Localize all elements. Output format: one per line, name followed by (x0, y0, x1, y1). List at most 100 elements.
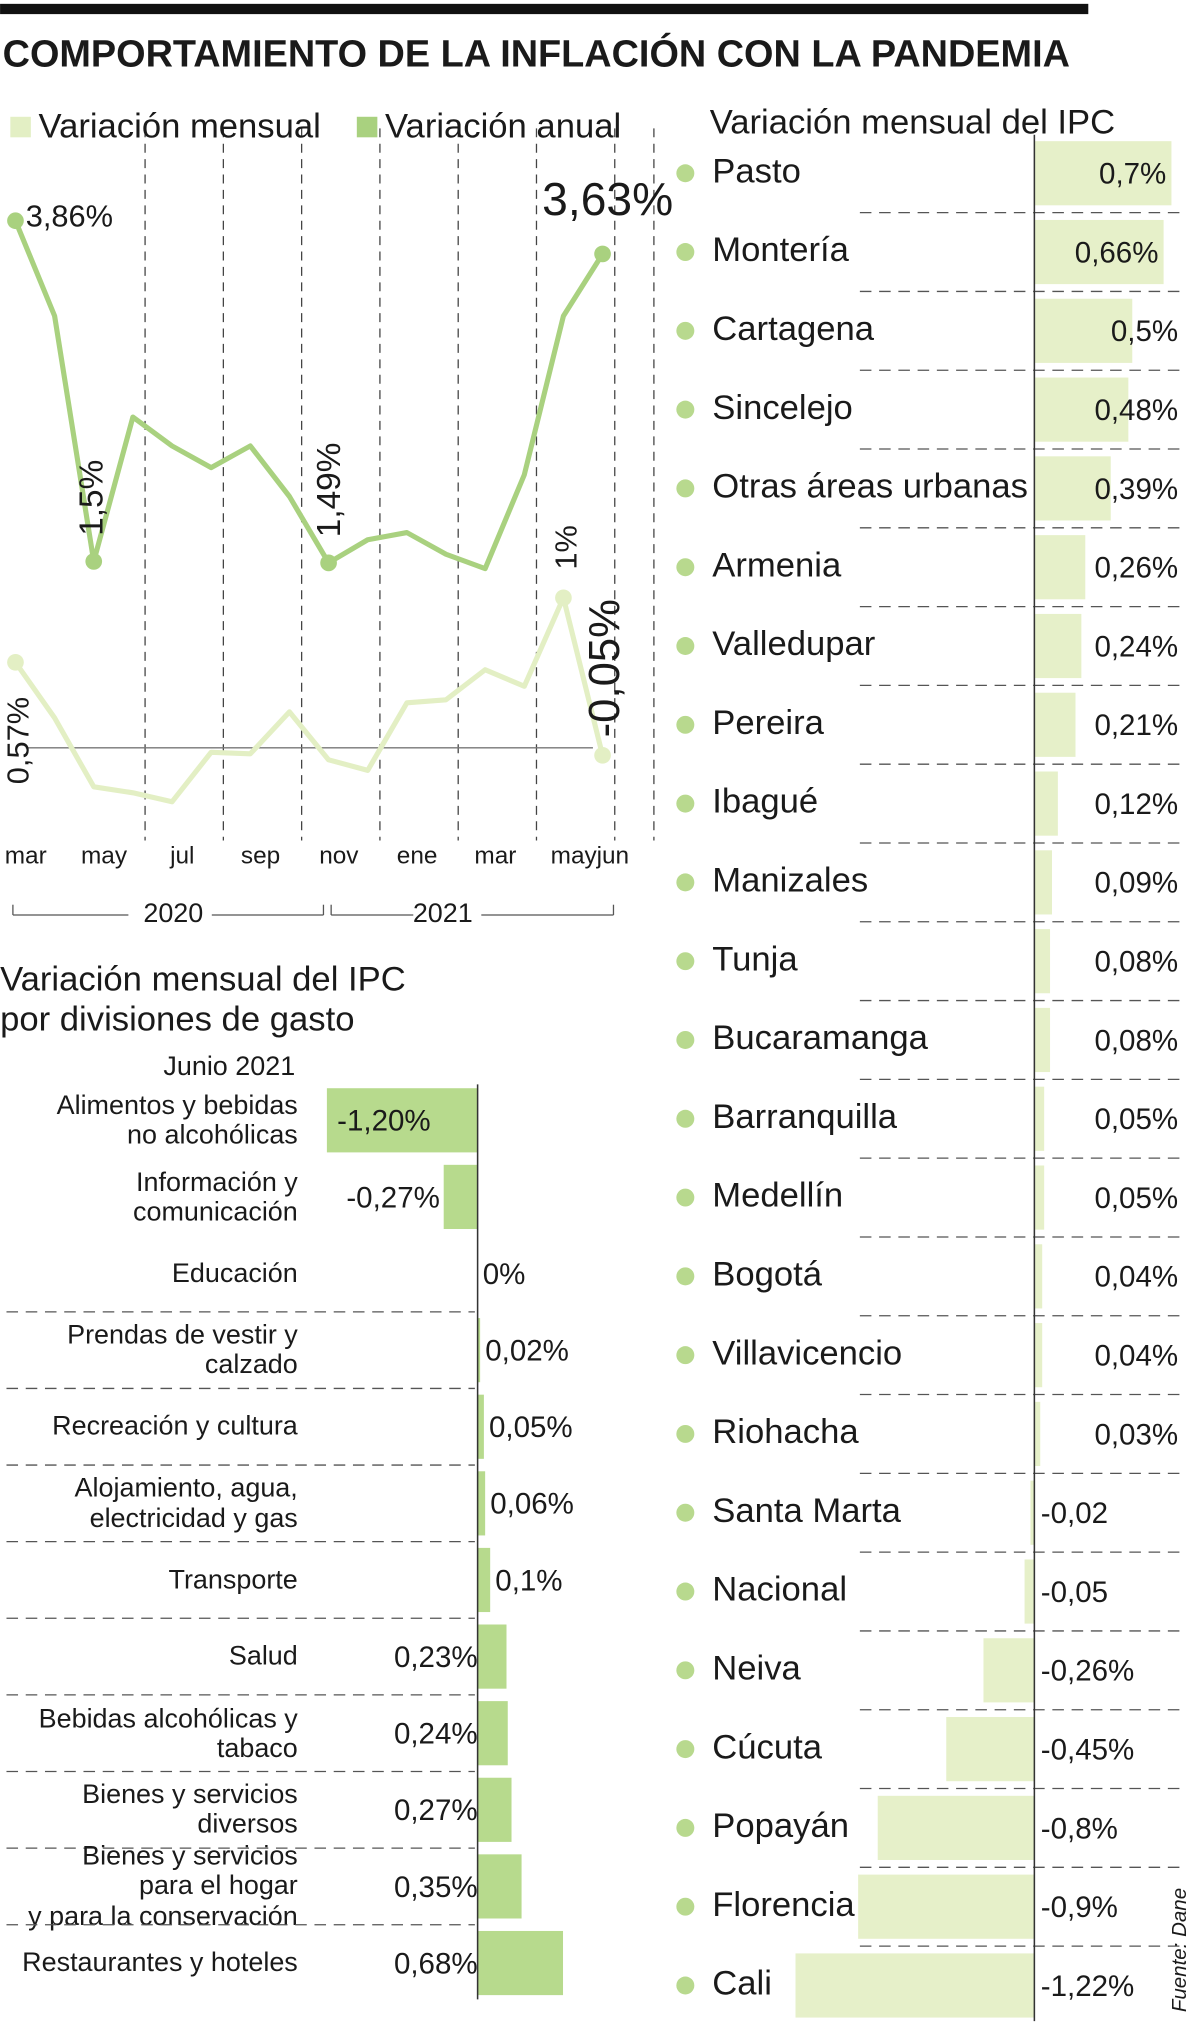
category-label: Santa Marta (712, 1492, 901, 1530)
data-label: -0,05 (1041, 1576, 1108, 1609)
bar (1034, 298, 1133, 363)
data-label: -1,22% (1041, 1970, 1134, 2003)
bar (477, 1624, 507, 1689)
data-label: 1% (549, 525, 584, 570)
bar (1034, 219, 1164, 285)
point-marker (320, 554, 337, 572)
category-label: Popayán (712, 1807, 849, 1845)
divisions-subtitle: Junio 2021 (163, 1051, 295, 1081)
series-line (13, 595, 606, 805)
category-label: Barranquilla (712, 1098, 898, 1136)
row-bullet (676, 1503, 695, 1522)
point-marker (85, 553, 103, 570)
category-label-box: Transporte (168, 1565, 298, 1595)
divisions-title: Variación mensual del IPC por divisiones… (0, 959, 406, 1039)
point-marker (7, 212, 24, 230)
x-tick-label: nov (319, 843, 359, 870)
data-label: 0,5% (1111, 315, 1178, 348)
bar (946, 1717, 1035, 1782)
row-bullet (676, 715, 695, 734)
data-label: 0,1% (495, 1564, 562, 1597)
category-label: Bebidas alcohólicas y tabaco (38, 1703, 298, 1763)
category-label-box: Bebidas alcohólicas y tabaco (38, 1703, 298, 1763)
x-tick-label: mar (5, 843, 47, 870)
bar (326, 1088, 478, 1153)
row-bullet (676, 1346, 695, 1365)
category-label: Transporte (168, 1565, 298, 1595)
category-label: Bienes y servicios diversos (82, 1780, 298, 1840)
category-label: Alojamiento, agua, electricidad y gas (74, 1473, 298, 1533)
year-label: 2020 (143, 898, 203, 928)
category-label: Recreación y cultura (52, 1411, 298, 1442)
data-label: 0,09% (1094, 867, 1178, 900)
category-label: Florencia (712, 1886, 855, 1924)
category-label-box: Recreación y cultura (52, 1411, 298, 1442)
category-label-box: Alimentos y bebidas no alcohólicas (56, 1090, 298, 1150)
category-label: Restaurantes y hoteles (22, 1948, 298, 1978)
data-label: -0,27% (346, 1181, 439, 1214)
category-label-box: Información y comunicación (133, 1167, 298, 1226)
category-label: Medellín (712, 1177, 843, 1215)
data-label: 0,02% (485, 1335, 569, 1368)
data-label: -1,20% (337, 1105, 430, 1138)
bar (477, 1701, 508, 1766)
bar (477, 1547, 491, 1613)
x-tick-label: ene (397, 843, 438, 870)
row-bullet (676, 164, 695, 183)
row-bullet (676, 1267, 695, 1286)
data-label: 0,68% (394, 1947, 478, 1980)
top-bar (0, 3, 1089, 15)
bar (477, 1318, 481, 1383)
bar (477, 1854, 522, 1919)
x-tick-label: jul (169, 843, 194, 870)
row-bullet (676, 243, 695, 262)
data-label: 3,63% (542, 173, 673, 225)
bar (477, 1471, 486, 1536)
category-label: Alimentos y bebidas no alcohólicas (56, 1090, 298, 1150)
category-label: Educación (171, 1258, 298, 1289)
data-label: -0,05% (581, 599, 629, 737)
data-label: 0,66% (1075, 236, 1159, 269)
category-label: Pasto (712, 152, 801, 190)
row-bullet (676, 637, 695, 655)
category-label: Salud (228, 1641, 298, 1672)
legend-label: Variación mensual (39, 107, 321, 145)
row-bullet (676, 952, 695, 971)
category-label: Montería (712, 231, 849, 269)
row-bullet (676, 794, 695, 813)
category-label: Tunja (712, 940, 798, 978)
category-label-box: Bienes y servicios diversos (82, 1780, 298, 1840)
category-label: Bogotá (712, 1256, 822, 1294)
cities-title: Variación mensual del IPC (710, 104, 1115, 142)
category-label: Cali (712, 1965, 772, 2003)
legend-label: Variación anual (385, 107, 621, 145)
bar (443, 1164, 478, 1229)
category-label: Armenia (712, 546, 842, 584)
data-label: 0,23% (394, 1641, 478, 1674)
data-label: 0,05% (1094, 1182, 1178, 1215)
data-label: 0,06% (490, 1488, 574, 1521)
bar (877, 1795, 1035, 1860)
bar (1034, 692, 1076, 757)
category-label: Prendas de vestir y calzado (67, 1320, 298, 1380)
category-label-box: Alojamiento, agua, electricidad y gas (74, 1473, 298, 1533)
row-bullet (676, 1897, 695, 1916)
category-label-box: Salud (228, 1641, 298, 1672)
legend-swatch (356, 116, 378, 138)
data-label: -0,02 (1041, 1497, 1108, 1530)
row-bullet (676, 1030, 695, 1049)
row-bullet (676, 1661, 695, 1680)
category-label: Valledupar (712, 625, 875, 663)
bar (1034, 1401, 1041, 1467)
bar (1034, 1086, 1045, 1151)
data-label: 0,21% (1094, 709, 1178, 742)
data-label: 0,7% (1099, 158, 1166, 191)
data-label: 1,5% (74, 460, 111, 536)
data-label: 0,48% (1094, 394, 1178, 427)
source-note: Fuente: Dane (1168, 1888, 1191, 2012)
row-bullet (676, 1582, 695, 1601)
category-label: Cúcuta (712, 1728, 822, 1766)
bar (1034, 850, 1052, 915)
year-brackets (12, 904, 615, 916)
